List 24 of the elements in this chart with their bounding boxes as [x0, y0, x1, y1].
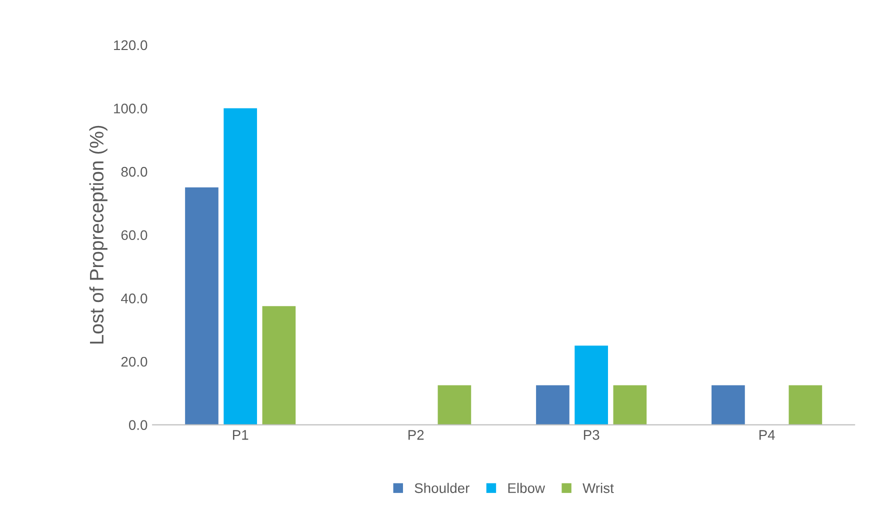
bar [536, 385, 570, 425]
bar [185, 187, 218, 425]
y-tick-label: 0.0 [128, 420, 148, 430]
y-tick-label: 80.0 [121, 166, 148, 177]
bar [613, 385, 647, 425]
legend-label: Elbow [508, 482, 546, 494]
bar [262, 306, 296, 425]
bar [712, 385, 745, 425]
x-tick-label: P1 [232, 430, 248, 440]
y-tick-label: 60.0 [121, 230, 148, 240]
bar [438, 385, 472, 425]
x-tick-label: P4 [759, 430, 775, 440]
y-axis-title: Lost of Propreception (%) [89, 126, 108, 344]
legend-label: Wrist [582, 482, 614, 494]
bar [574, 346, 608, 425]
y-tick-label: 120.0 [114, 40, 148, 50]
y-tick-label: 20.0 [121, 356, 148, 367]
x-tick-label: P3 [584, 430, 600, 440]
y-tick-label: 40.0 [121, 294, 148, 304]
y-tick-label: 100.0 [114, 104, 148, 114]
bar [788, 385, 822, 425]
x-tick-label: P2 [408, 430, 424, 440]
legend-label: Shoulder [414, 482, 470, 494]
bar [224, 108, 258, 425]
